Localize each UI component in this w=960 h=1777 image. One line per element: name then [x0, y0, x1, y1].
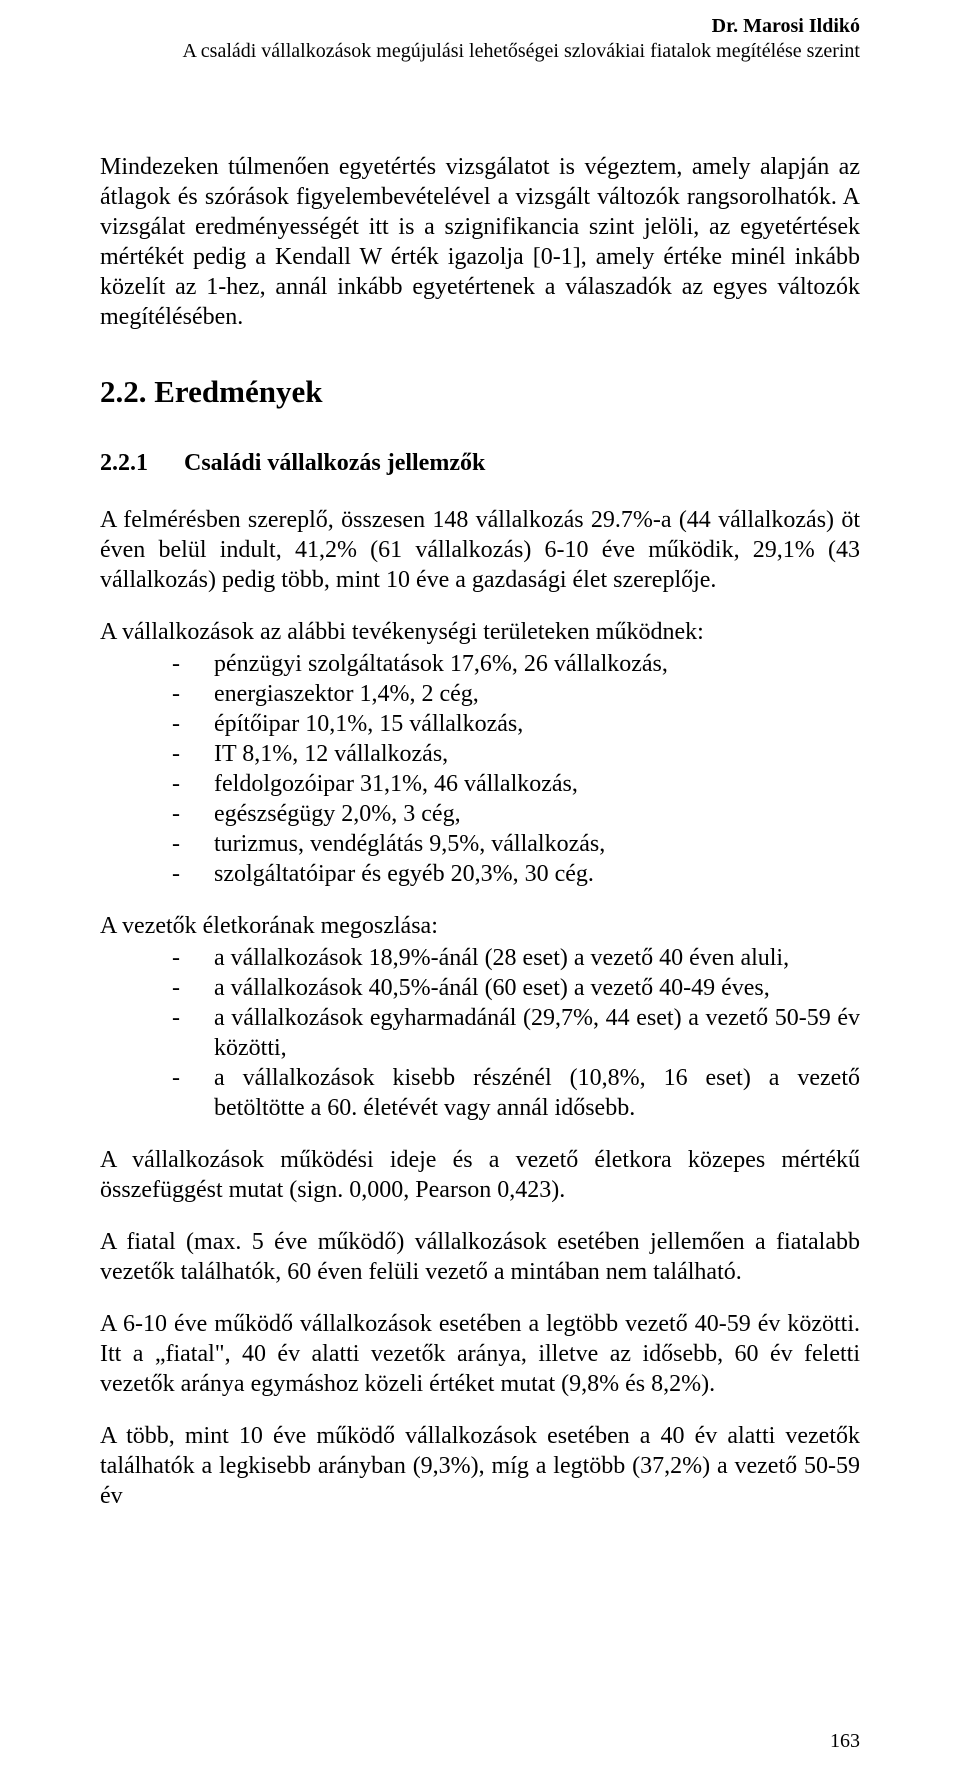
old-companies-paragraph: A több, mint 10 éve működő vállalkozások… [100, 1421, 860, 1511]
header-author: Dr. Marosi Ildikó [100, 14, 860, 39]
list-item: turizmus, vendéglátás 9,5%, vállalkozás, [172, 829, 860, 859]
section-title: Eredmények [154, 374, 322, 409]
page-number: 163 [830, 1730, 860, 1753]
page: Dr. Marosi Ildikó A családi vállalkozáso… [0, 0, 960, 1777]
list-item: pénzügyi szolgáltatások 17,6%, 26 vállal… [172, 649, 860, 679]
stats-paragraph: A felmérésben szereplő, összesen 148 vál… [100, 505, 860, 595]
list-item: IT 8,1%, 12 vállalkozás, [172, 739, 860, 769]
list-item: a vállalkozások kisebb részénél (10,8%, … [172, 1063, 860, 1123]
mid-companies-paragraph: A 6-10 éve működő vállalkozások esetében… [100, 1309, 860, 1399]
correlation-paragraph: A vállalkozások működési ideje és a veze… [100, 1145, 860, 1205]
young-companies-paragraph: A fiatal (max. 5 éve működő) vállalkozás… [100, 1227, 860, 1287]
subsection-title: Családi vállalkozás jellemzők [184, 450, 485, 476]
section-number: 2.2. [100, 374, 147, 409]
list-item: a vállalkozások 40,5%-ánál (60 eset) a v… [172, 973, 860, 1003]
list-item: energiaszektor 1,4%, 2 cég, [172, 679, 860, 709]
activities-intro: A vállalkozások az alábbi tevékenységi t… [100, 617, 860, 647]
ages-list: a vállalkozások 18,9%-ánál (28 eset) a v… [100, 943, 860, 1123]
subsection-heading: 2.2.1 Családi vállalkozás jellemzők [100, 450, 860, 477]
list-item: szolgáltatóipar és egyéb 20,3%, 30 cég. [172, 859, 860, 889]
list-item: a vállalkozások 18,9%-ánál (28 eset) a v… [172, 943, 860, 973]
running-header: Dr. Marosi Ildikó A családi vállalkozáso… [100, 14, 860, 64]
header-subtitle: A családi vállalkozások megújulási lehet… [100, 39, 860, 64]
section-heading: 2.2. Eredmények [100, 374, 860, 410]
subsection-number: 2.2.1 [100, 450, 178, 477]
list-item: egészségügy 2,0%, 3 cég, [172, 799, 860, 829]
ages-intro: A vezetők életkorának megoszlása: [100, 911, 860, 941]
list-item: feldolgozóipar 31,1%, 46 vállalkozás, [172, 769, 860, 799]
activities-list: pénzügyi szolgáltatások 17,6%, 26 vállal… [100, 649, 860, 889]
list-item: a vállalkozások egyharmadánál (29,7%, 44… [172, 1003, 860, 1063]
intro-paragraph: Mindezeken túlmenően egyetértés vizsgála… [100, 152, 860, 332]
list-item: építőipar 10,1%, 15 vállalkozás, [172, 709, 860, 739]
